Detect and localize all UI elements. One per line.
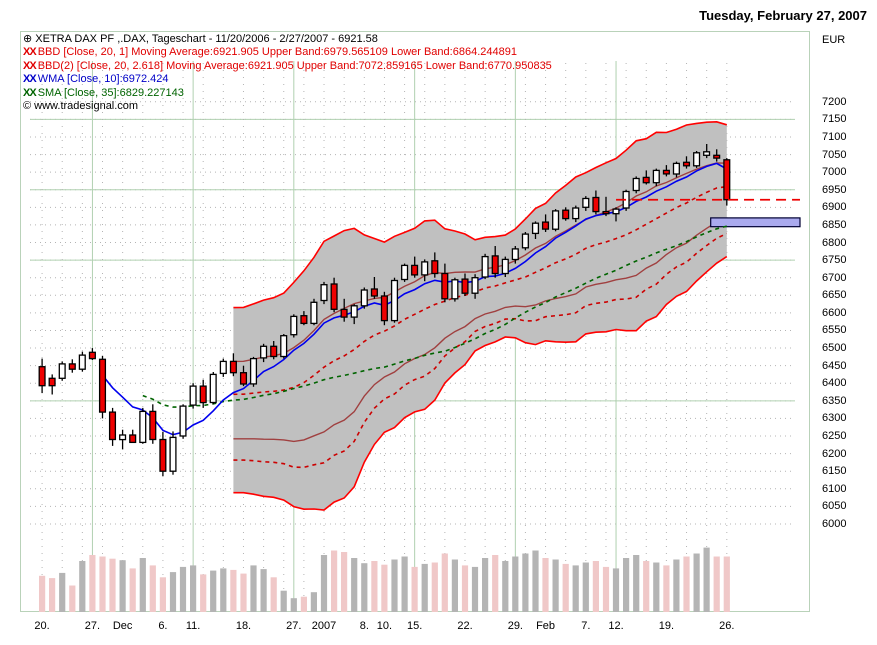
y-axis-tick: 6050	[822, 500, 847, 513]
wma-line	[101, 162, 728, 436]
legend-bbd1: BBD [Close, 20, 1] Moving Average:6921.9…	[37, 46, 517, 59]
y-axis-tick: 6400	[822, 377, 847, 390]
legend-copyright-row: © www.tradesignal.com	[23, 100, 552, 113]
bbd-dashed-lines	[233, 185, 728, 469]
legend-title-row: ⊕ XETRA DAX PF ,.DAX, Tageschart - 11/20…	[23, 33, 552, 46]
x-axis-tick: 7.	[581, 620, 591, 632]
x-axis-tick: Feb	[536, 620, 556, 632]
legend-sma-row: XX SMA [Close, 35]:6829.227143	[23, 87, 552, 100]
y-axis-tick: 6750	[822, 254, 847, 267]
header-date-label: Tuesday, February 27, 2007	[699, 8, 867, 23]
legend-wma-row: XX WMA [Close, 10]:6972.424	[23, 73, 552, 86]
y-axis-tick: 7200	[822, 95, 847, 108]
y-axis-tick: 6600	[822, 306, 847, 319]
x-axis-tick: 22.	[457, 620, 473, 632]
x-axis-tick: 10.	[376, 620, 393, 632]
y-axis-tick: 6500	[822, 342, 847, 355]
bollinger-bands	[233, 120, 728, 511]
legend-sma: SMA [Close, 35]:6829.227143	[37, 86, 184, 99]
y-axis-tick: 6200	[822, 447, 847, 460]
y-axis-tick: 6300	[822, 412, 847, 425]
y-axis-unit-label: EUR	[822, 34, 846, 46]
x-axis-tick: 11.	[185, 620, 201, 632]
y-axis-tick: 7000	[822, 166, 847, 179]
x-axis-tick: 15.	[406, 620, 423, 632]
y-axis-tick: 6000	[822, 517, 847, 530]
x-axis-tick: 26.	[719, 620, 735, 632]
y-axis-tick: 6950	[822, 183, 847, 196]
price-volume-chart[interactable]	[20, 31, 810, 612]
legend-title: XETRA DAX PF ,.DAX, Tageschart - 11/20/2…	[35, 33, 378, 45]
sma-marker-icon: XX	[23, 86, 37, 99]
x-axis-tick: 27.	[286, 620, 302, 632]
y-axis-tick: 6850	[822, 218, 847, 231]
legend-wma: WMA [Close, 10]:6972.424	[37, 73, 169, 86]
x-axis-tick: 8.	[359, 620, 369, 632]
x-axis-tick: 18.	[235, 620, 252, 632]
x-axis-tick: Dec	[112, 620, 133, 632]
volume-bars	[39, 547, 730, 612]
chart-gridlines	[30, 61, 795, 612]
y-axis-tick: 7100	[822, 130, 847, 143]
price-highlight-band	[710, 217, 801, 228]
y-axis-tick: 7150	[822, 113, 847, 126]
y-axis-tick: 6100	[822, 482, 847, 495]
y-axis-tick: 6900	[822, 201, 847, 214]
x-axis-tick: 6.	[158, 620, 168, 632]
legend-bbd1-row: XX BBD [Close, 20, 1] Moving Average:6921…	[23, 46, 552, 59]
x-axis-tick: 27.	[84, 620, 101, 632]
sma-line	[142, 225, 728, 408]
x-axis-tick: 12.	[608, 620, 624, 632]
y-axis-tick: 6350	[822, 394, 847, 407]
y-axis-tick: 6550	[822, 324, 847, 337]
legend-bbd2: BBD(2) [Close, 20, 2.618] Moving Average…	[37, 59, 552, 72]
bbd2-marker-icon: XX	[23, 59, 37, 72]
y-axis-tick: 6450	[822, 359, 847, 372]
x-axis-tick: 2007	[311, 620, 337, 632]
candlesticks	[38, 144, 731, 477]
y-axis-tick: 6250	[822, 430, 847, 442]
wma-marker-icon: XX	[23, 73, 37, 86]
y-axis-tick: 6150	[822, 465, 847, 478]
x-axis-tick: 29.	[507, 620, 523, 632]
chart-legend: ⊕ XETRA DAX PF ,.DAX, Tageschart - 11/20…	[23, 33, 552, 113]
y-axis-tick: 7050	[822, 148, 847, 161]
y-axis-tick: 6800	[822, 236, 847, 249]
legend-bbd2-row: XX BBD(2) [Close, 20, 2.618] Moving Avera…	[23, 60, 552, 73]
x-axis-tick: 19.	[658, 620, 675, 632]
symbol-icon: ⊕	[23, 33, 33, 45]
legend-copyright: © www.tradesignal.com	[23, 99, 139, 112]
y-axis-tick: 6650	[822, 289, 847, 302]
y-axis-tick: 6700	[822, 271, 847, 284]
bbd1-marker-icon: XX	[23, 46, 37, 59]
x-axis-tick: 20.	[34, 620, 50, 632]
